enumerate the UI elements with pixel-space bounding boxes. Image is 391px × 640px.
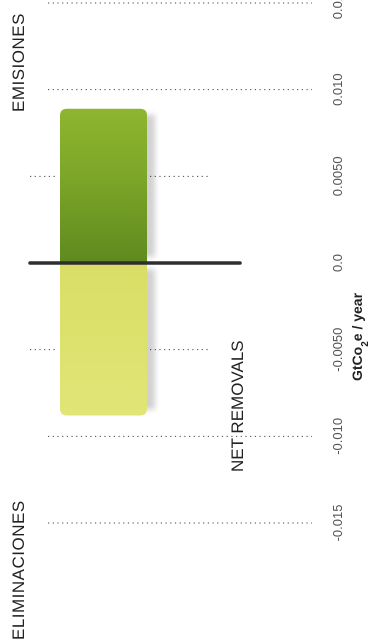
axis-title-tail: e / year [349, 292, 365, 341]
bars [60, 108, 155, 416]
bar-eliminaciones [60, 263, 147, 416]
tick-label-5: 0.010 [330, 73, 345, 106]
emisiones-label: EMISIONES [9, 13, 28, 112]
tick-label-0: -0.015 [330, 505, 345, 542]
eliminaciones-label: ELIMINACIONES [9, 500, 28, 640]
bar-emisiones [60, 108, 147, 263]
axis-title-main: GtCo [349, 347, 365, 381]
grid-lines [30, 2, 312, 524]
x-axis-title: GtCo2e / year [349, 292, 371, 381]
tick-label-6: 0.015 [330, 0, 345, 19]
tick-label-4: 0.0050 [330, 156, 345, 196]
tick-label-1: -0.010 [330, 418, 345, 455]
tick-label-3: 0.0 [330, 254, 345, 272]
axis-title-subscript: 2 [360, 341, 371, 347]
tick-labels: -0.015 -0.010 -0.0050 0.0 0.0050 0.010 0.015 [330, 0, 345, 541]
net-removals-label: NET REMOVALS [228, 340, 247, 472]
tick-label-2: -0.0050 [330, 328, 345, 372]
